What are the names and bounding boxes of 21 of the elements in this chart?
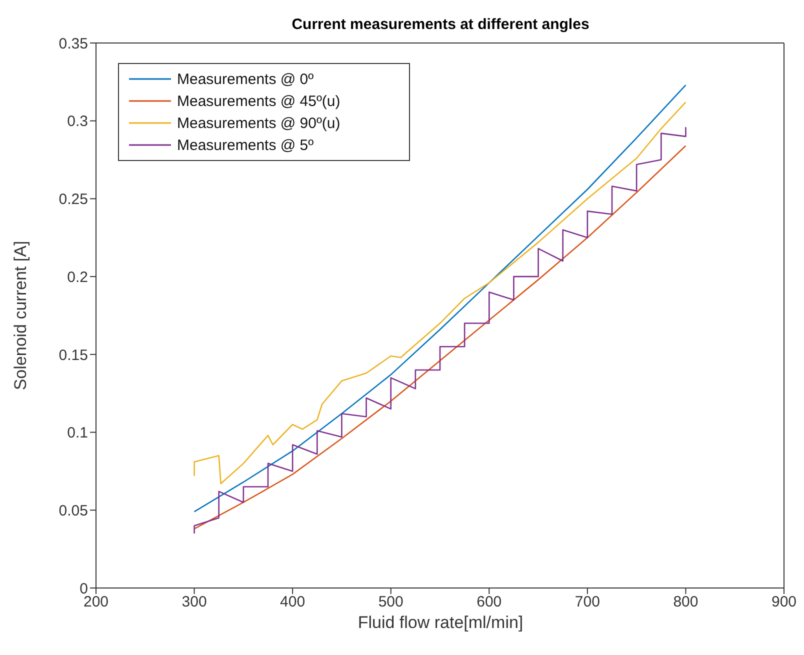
x-axis-title: Fluid flow rate[ml/min] xyxy=(356,613,524,633)
y-tick-label: 0.05 xyxy=(58,502,88,520)
y-tick-label: 0.2 xyxy=(67,268,88,286)
y-axis-title: Solenoid current [A] xyxy=(11,240,30,390)
legend-label: Measurements @ 45º(u) xyxy=(177,92,340,110)
x-tick-label: 300 xyxy=(182,594,207,611)
x-tick-label: 400 xyxy=(280,594,306,611)
chart-title: Current measurements at different angles xyxy=(290,16,590,33)
y-tick-label: 0.25 xyxy=(58,191,88,208)
x-tick-label: 900 xyxy=(771,594,797,611)
legend-label: Measurements @ 5º xyxy=(177,136,314,154)
y-tick-label: 0.35 xyxy=(58,35,88,52)
x-tick-label: 500 xyxy=(378,594,404,611)
legend-label: Measurements @ 0º xyxy=(177,70,314,88)
y-tick-label: 0.1 xyxy=(67,424,88,442)
y-tick-label: 0.3 xyxy=(67,113,88,130)
legend-label: Measurements @ 90º(u) xyxy=(177,114,340,132)
x-tick-label: 600 xyxy=(476,594,502,611)
x-tick-label: 700 xyxy=(574,594,600,611)
x-tick-label: 800 xyxy=(673,594,698,611)
y-tick-label: 0.15 xyxy=(58,346,88,364)
